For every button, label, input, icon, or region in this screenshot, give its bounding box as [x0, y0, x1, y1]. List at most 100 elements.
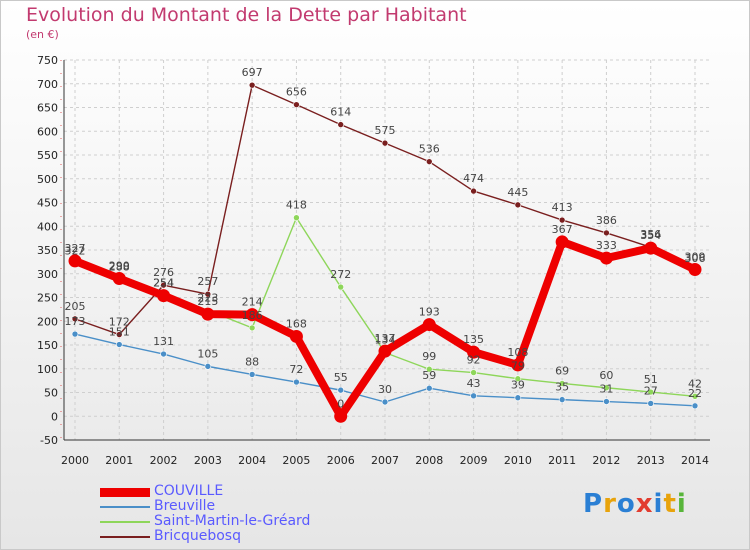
data-point	[603, 229, 610, 237]
data-point	[337, 283, 345, 291]
chart-subtitle: (en €)	[26, 28, 59, 41]
y-tick-label: -50	[40, 434, 58, 447]
data-label: 168	[286, 317, 307, 330]
y-axis-tick-labels: -50 0 50 100 150 200 250 300 350 400 450 500 550 600 6…	[37, 54, 58, 447]
data-label: 418	[286, 199, 307, 212]
data-point	[467, 345, 481, 359]
y-tick-label: 450	[37, 197, 58, 210]
data-point	[514, 201, 522, 209]
axes	[60, 60, 710, 441]
data-point	[644, 241, 658, 255]
data-label: 656	[286, 86, 307, 99]
x-axis-tick-labels: 2000 2001 2002 2003 2004 2005 2006 2007 2008 2009…	[61, 454, 709, 467]
data-label: 322	[65, 244, 86, 257]
data-label: 306	[685, 252, 706, 265]
data-label: 59	[422, 369, 436, 382]
data-label: 39	[511, 379, 525, 392]
legend-swatch	[100, 536, 150, 538]
data-label: 386	[596, 214, 617, 227]
x-tick-label: 2006	[327, 454, 355, 467]
data-label: 257	[197, 275, 218, 288]
y-tick-label: 0	[51, 410, 58, 423]
data-point	[688, 262, 702, 276]
data-point	[157, 289, 171, 303]
data-label: 42	[688, 377, 702, 390]
x-tick-label: 2014	[681, 454, 709, 467]
data-point	[204, 290, 212, 298]
data-label: 60	[599, 369, 613, 382]
data-label: 173	[65, 315, 86, 328]
data-point	[511, 358, 525, 372]
data-label: 186	[242, 309, 263, 322]
data-label: 327	[65, 242, 86, 255]
data-label: 697	[242, 66, 263, 79]
legend-swatch	[100, 521, 150, 523]
y-tick-label: 150	[37, 339, 58, 352]
data-point	[71, 315, 79, 323]
data-label: 214	[242, 296, 263, 309]
data-point	[647, 400, 655, 407]
data-point	[293, 378, 300, 386]
y-tick-label: 700	[37, 78, 58, 91]
data-point	[514, 394, 522, 402]
data-point	[422, 318, 436, 332]
data-point	[425, 384, 433, 392]
brand-letter: P	[583, 489, 604, 519]
data-point	[381, 398, 389, 406]
data-point	[378, 344, 392, 358]
y-tick-label: 500	[37, 173, 58, 186]
data-label: 536	[419, 143, 440, 156]
data-point	[248, 324, 256, 332]
data-label: 131	[153, 335, 174, 348]
brand-letter: t	[663, 489, 677, 519]
data-label: 205	[65, 300, 86, 313]
y-tick-label: 650	[37, 102, 58, 115]
brand-letter: i	[676, 489, 687, 519]
data-point	[425, 365, 433, 373]
legend-label: COUVILLE	[154, 483, 224, 499]
data-point	[647, 388, 655, 396]
data-point	[293, 214, 300, 221]
x-tick-label: 2011	[548, 454, 576, 467]
data-label: 223	[197, 291, 218, 304]
y-tick-label: 200	[37, 315, 58, 328]
data-label: 134	[375, 334, 396, 347]
data-label: 108	[507, 346, 528, 359]
data-label: 79	[511, 360, 525, 373]
data-label: 254	[153, 277, 174, 290]
data-point	[71, 330, 79, 338]
brand-letter: i	[653, 489, 664, 519]
data-point	[245, 308, 259, 322]
data-label: 72	[289, 363, 303, 376]
data-label: 254	[153, 277, 174, 290]
x-tick-label: 2005	[282, 454, 310, 467]
data-point	[160, 281, 167, 289]
data-labels: 205 172 276 257 697 656 614 575 536 474 445 413 386 3…	[65, 66, 706, 410]
x-tick-label: 2009	[460, 454, 488, 467]
y-tick-label: 750	[37, 54, 58, 67]
data-label: 43	[467, 377, 481, 390]
data-label: 99	[422, 350, 436, 363]
brand-letter: o	[616, 489, 636, 519]
data-label: 51	[644, 373, 658, 386]
data-point	[115, 341, 123, 348]
legend-label: Bricquebosq	[154, 528, 241, 544]
data-point	[599, 251, 613, 265]
data-label: 367	[552, 223, 573, 236]
series-points	[68, 81, 702, 423]
y-tick-label: 550	[37, 149, 58, 162]
y-tick-label: 600	[37, 125, 58, 138]
data-point	[603, 398, 610, 405]
x-tick-label: 2000	[61, 454, 89, 467]
data-label: 193	[419, 306, 440, 319]
data-label: 575	[375, 124, 396, 137]
data-point	[691, 402, 699, 410]
data-label: 92	[467, 354, 481, 367]
data-point	[603, 384, 610, 392]
data-label: 354	[640, 229, 661, 242]
data-point	[293, 101, 300, 108]
brand-letter: r	[603, 489, 617, 519]
data-label: 27	[644, 384, 658, 397]
data-point	[470, 187, 477, 195]
